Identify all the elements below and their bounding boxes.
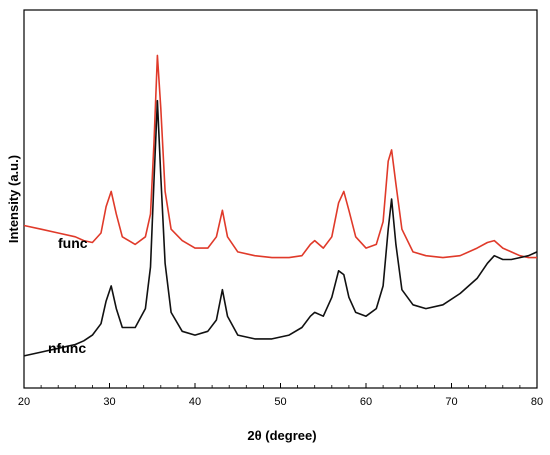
x-tick-label: 80	[531, 396, 543, 408]
x-tick-label: 50	[274, 396, 286, 408]
y-axis-title: Intensity (a.u.)	[6, 155, 21, 243]
x-tick-label: 40	[189, 396, 201, 408]
series-label-nfunc: nfunc	[48, 340, 86, 356]
x-axis-title: 2θ (degree)	[247, 428, 316, 443]
x-tick-label: 20	[18, 396, 30, 408]
x-tick-label: 60	[360, 396, 372, 408]
x-tick-label: 30	[103, 396, 115, 408]
series-line-func	[23, 54, 537, 259]
x-tick-label: 70	[445, 396, 457, 408]
series-line-nfunc	[23, 99, 538, 357]
series-label-func: func	[58, 235, 88, 251]
series-layer	[23, 54, 538, 357]
x-axis-ticks: 20 30 40 50 60 70 80	[18, 383, 543, 408]
